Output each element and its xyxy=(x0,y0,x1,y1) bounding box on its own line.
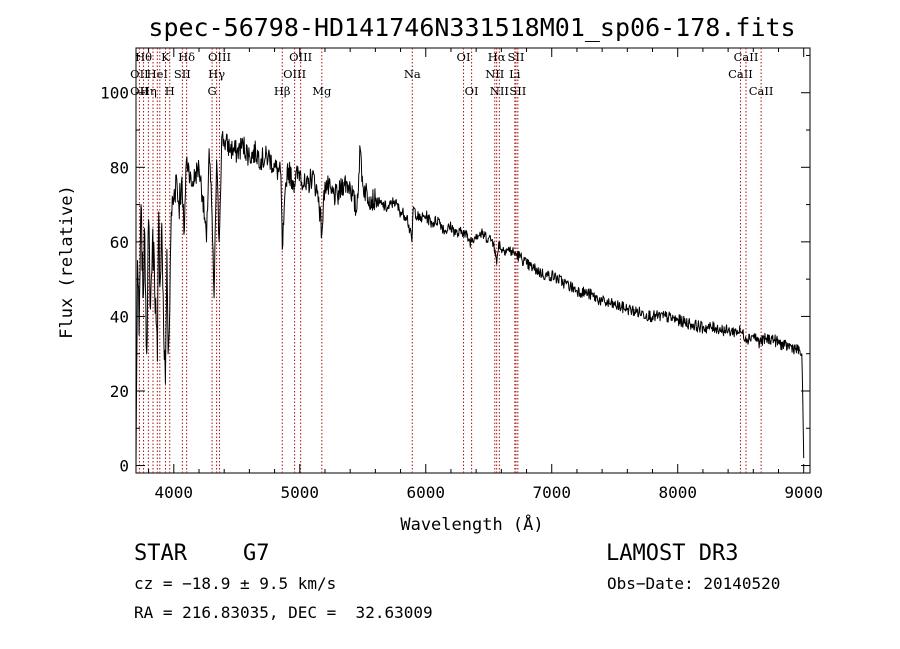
x-tick-label: 6000 xyxy=(406,483,445,502)
spectral-line-label: OIII xyxy=(289,50,312,64)
x-tick-label: 7000 xyxy=(532,483,571,502)
y-tick-label: 80 xyxy=(110,158,129,177)
spectral-line-label: CaII xyxy=(728,67,753,81)
x-tick-label: 9000 xyxy=(784,483,823,502)
flux-series-line xyxy=(135,130,805,466)
spectral-line-label: OI xyxy=(465,84,479,98)
spectral-line-label: SII xyxy=(507,50,524,64)
spectral-line-label: Hβ xyxy=(274,84,291,98)
object-class: STAR xyxy=(134,541,187,566)
x-axis-label: Wavelength (Å) xyxy=(400,513,543,535)
y-tick-label: 60 xyxy=(110,233,129,252)
spectral-line-label: OIII xyxy=(283,67,306,81)
y-tick-label: 40 xyxy=(110,307,129,326)
y-tick-label: 100 xyxy=(100,84,129,103)
spectral-line-label: CaII xyxy=(734,50,759,64)
spectral-line-label: G xyxy=(207,84,216,98)
obs-date: Obs−Date: 20140520 xyxy=(607,574,781,593)
x-tick-label: 4000 xyxy=(155,483,194,502)
y-tick-label: 20 xyxy=(110,382,129,401)
plot-frame xyxy=(135,47,811,474)
x-tick-label: 8000 xyxy=(658,483,697,502)
spectral-line-label: Na xyxy=(404,67,421,81)
spectral-line-label: Hγ xyxy=(208,67,225,81)
spectral-line-label: Mg xyxy=(312,84,332,98)
y-axis-label: Flux (relative) xyxy=(57,185,77,339)
object-subclass: G7 xyxy=(243,541,270,566)
spectral-line-label: Hδ xyxy=(178,50,195,64)
spectral-line-label: Hα xyxy=(488,50,506,64)
spectral-line-label: Hη xyxy=(140,84,157,98)
spectral-line-label: OI xyxy=(457,50,471,64)
spectral-line-label: HeI xyxy=(147,67,168,81)
y-tick-label: 0 xyxy=(119,457,129,476)
spectral-line-label: Hθ xyxy=(135,50,152,64)
spectral-line-label: Li xyxy=(509,67,521,81)
spectral-line-label: CaII xyxy=(749,84,774,98)
spectral-line-label: NII xyxy=(490,84,509,98)
spectral-line-label: SII xyxy=(509,84,526,98)
spectral-line-label: H xyxy=(165,84,175,98)
redshift-text: cz = −18.9 ± 9.5 km/s xyxy=(134,574,337,593)
spectral-line-label: NII xyxy=(485,67,504,81)
spectral-line-label: SII xyxy=(174,67,191,81)
survey-name: LAMOST DR3 xyxy=(606,541,739,566)
chart-title: spec-56798-HD141746N331518M01_sp06-178.f… xyxy=(148,13,795,42)
coordinates: RA = 216.83035, DEC = 32.63009 xyxy=(134,603,433,622)
spectral-line-label: K xyxy=(161,50,170,64)
spectral-line-label: OIII xyxy=(208,50,231,64)
x-tick-label: 5000 xyxy=(281,483,320,502)
